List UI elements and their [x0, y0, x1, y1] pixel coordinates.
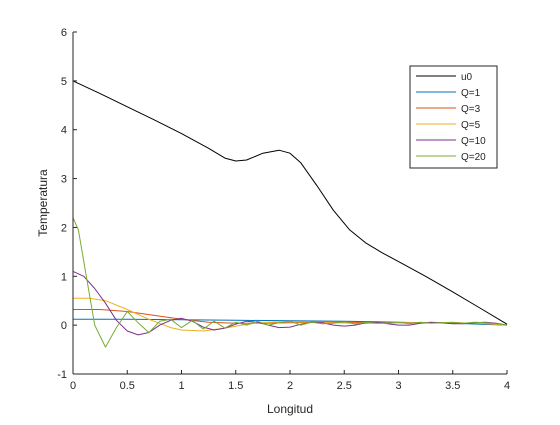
y-tick-label: 1: [61, 271, 67, 283]
x-tick-label: 3.5: [445, 380, 460, 392]
y-tick-label: -1: [57, 369, 67, 381]
y-tick-label: 6: [61, 27, 67, 39]
y-tick-label: 5: [61, 76, 67, 88]
x-tick-label: 4: [504, 380, 510, 392]
legend-label: Q=20: [461, 152, 486, 163]
x-tick-label: 0: [70, 380, 76, 392]
y-tick-label: 0: [61, 320, 67, 332]
series-line-q20: [72, 217, 508, 348]
legend-box: [409, 65, 498, 169]
legend-label: Q=3: [461, 104, 481, 115]
legend: u0 Q=1 Q=3 Q=5 Q=10 Q=20: [409, 65, 498, 169]
legend-items: u0 Q=1 Q=3 Q=5 Q=10 Q=20: [416, 72, 486, 163]
y-axis-label: Temperatura: [36, 169, 50, 237]
x-tick-label: 2: [287, 380, 293, 392]
x-tick-label: 0.5: [120, 380, 135, 392]
series-line-q10: [72, 270, 508, 336]
x-axis-label: Longitud: [267, 402, 313, 416]
x-tick-label: 2.5: [337, 380, 352, 392]
x-tick-label: 1: [178, 380, 184, 392]
x-tick-label: 3: [395, 380, 401, 392]
series-line-u0: [72, 80, 508, 325]
y-tick-label: 2: [61, 222, 67, 234]
y-tick-label: 4: [61, 125, 67, 137]
legend-label: u0: [461, 72, 473, 83]
y-tick-label: 3: [61, 174, 67, 186]
legend-label: Q=1: [461, 88, 481, 99]
x-tick-label: 1.5: [228, 380, 243, 392]
legend-label: Q=10: [461, 136, 486, 147]
series-layer: [72, 80, 508, 348]
legend-label: Q=5: [461, 120, 481, 131]
